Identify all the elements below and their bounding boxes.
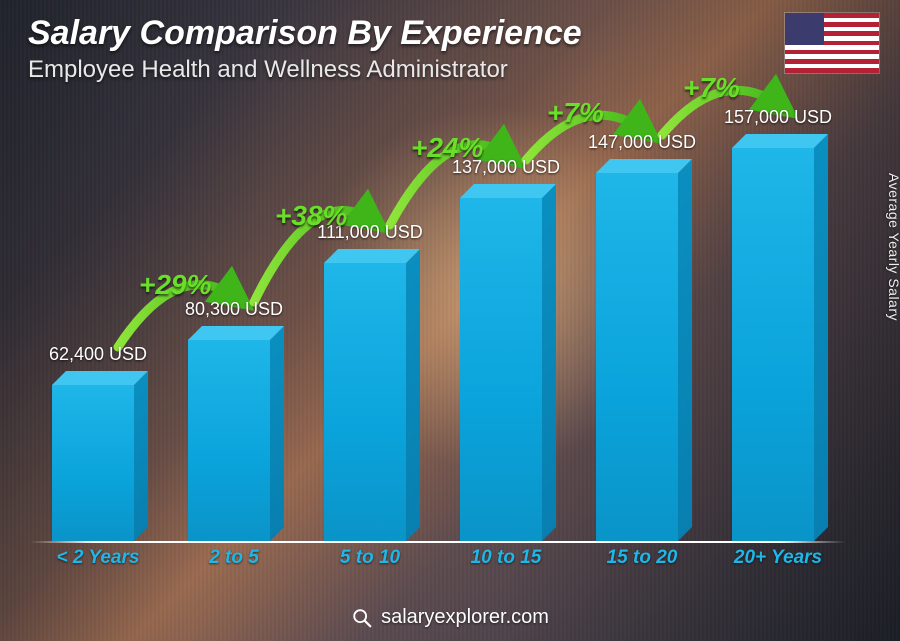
bars-container: 62,400 USD80,300 USD111,000 USD137,000 U…	[30, 100, 846, 541]
country-flag-us	[784, 12, 880, 74]
pct-change-label: +24%	[411, 132, 483, 164]
footer-site: salaryexplorer.com	[381, 606, 549, 629]
category-label: 20+ Years	[710, 547, 846, 569]
bar-value-label: 147,000 USD	[562, 132, 722, 153]
pct-change-label: +38%	[275, 200, 347, 232]
pct-change-label: +29%	[139, 269, 211, 301]
chart-baseline	[30, 541, 846, 543]
category-label: < 2 Years	[30, 547, 166, 569]
bar-shape	[324, 263, 416, 541]
category-label: 5 to 10	[302, 547, 438, 569]
pct-change-label: +7%	[547, 97, 604, 129]
infographic-stage: { "header": { "title": "Salary Compariso…	[0, 0, 900, 641]
bar-shape	[188, 340, 280, 541]
magnifier-icon	[351, 607, 373, 629]
bar-2: 111,000 USD	[302, 100, 438, 541]
category-label: 10 to 15	[438, 547, 574, 569]
footer: salaryexplorer.com	[0, 606, 900, 629]
category-label: 15 to 20	[574, 547, 710, 569]
bar-chart: 62,400 USD80,300 USD111,000 USD137,000 U…	[30, 100, 846, 571]
category-axis: < 2 Years2 to 55 to 1010 to 1515 to 2020…	[30, 545, 846, 571]
bar-value-label: 62,400 USD	[18, 344, 178, 365]
chart-subtitle: Employee Health and Wellness Administrat…	[28, 56, 508, 84]
bar-shape	[596, 173, 688, 541]
bar-1: 80,300 USD	[166, 100, 302, 541]
bar-shape	[460, 198, 552, 541]
bar-shape	[52, 385, 144, 541]
chart-title: Salary Comparison By Experience	[28, 14, 582, 53]
category-label: 2 to 5	[166, 547, 302, 569]
bar-shape	[732, 148, 824, 541]
bar-0: 62,400 USD	[30, 100, 166, 541]
y-axis-label: Average Yearly Salary	[886, 173, 900, 321]
bar-value-label: 80,300 USD	[154, 299, 314, 320]
bar-value-label: 157,000 USD	[698, 107, 858, 128]
bar-5: 157,000 USD	[710, 100, 846, 541]
bar-3: 137,000 USD	[438, 100, 574, 541]
pct-change-label: +7%	[683, 72, 740, 104]
bar-4: 147,000 USD	[574, 100, 710, 541]
flag-canton	[785, 13, 824, 45]
